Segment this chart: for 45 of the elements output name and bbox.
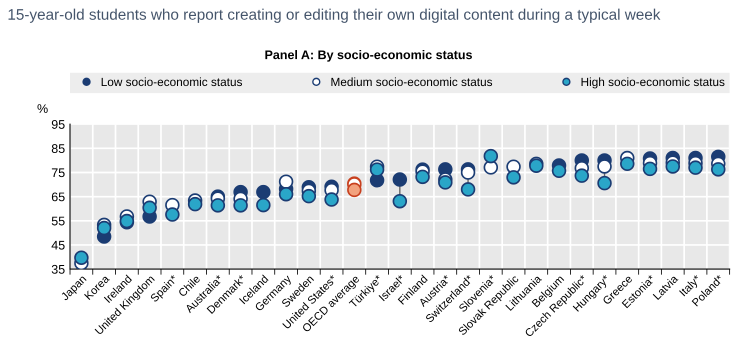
y-tick-label: 65 [52, 192, 65, 202]
point [233, 198, 248, 213]
point [438, 175, 453, 190]
point [278, 174, 294, 189]
point [392, 172, 408, 187]
point [370, 162, 384, 177]
point [666, 159, 680, 174]
point [574, 168, 590, 183]
y-tick-label: 75 [52, 168, 65, 178]
point [620, 156, 635, 172]
y-tick-label: 55 [52, 216, 65, 226]
point [506, 170, 521, 185]
point [256, 198, 271, 212]
point [96, 220, 112, 236]
point [188, 196, 202, 212]
y-tick-label: 45 [52, 240, 65, 250]
point [302, 188, 316, 204]
point [597, 176, 612, 190]
point [142, 200, 157, 215]
point [484, 148, 498, 164]
point [711, 162, 726, 177]
point [642, 162, 658, 176]
legend-label: High socio-economic status [582, 77, 724, 88]
point [74, 250, 89, 265]
y-tick-label: 35 [52, 264, 65, 274]
y-tick-label: 95 [52, 120, 65, 129]
point [278, 186, 294, 202]
y-axis-title: % [37, 104, 48, 113]
point [460, 182, 476, 197]
point [688, 160, 703, 175]
legend-label: Medium socio-economic status [331, 77, 492, 86]
point [460, 165, 476, 180]
point [165, 207, 180, 222]
point [597, 159, 612, 174]
point [347, 182, 362, 198]
y-tick-label: 85 [52, 144, 65, 153]
point [552, 164, 566, 178]
chart-subtitle: Panel A: By socio-economic status [265, 50, 472, 62]
point [324, 192, 339, 207]
point [415, 170, 430, 184]
point [256, 184, 271, 200]
point [392, 194, 408, 208]
point [210, 198, 226, 213]
legend-label: Low socio-economic status [102, 77, 242, 86]
chart-title: 15-year-old students who report creating or editing their own digital content during a typical week [8, 8, 660, 23]
